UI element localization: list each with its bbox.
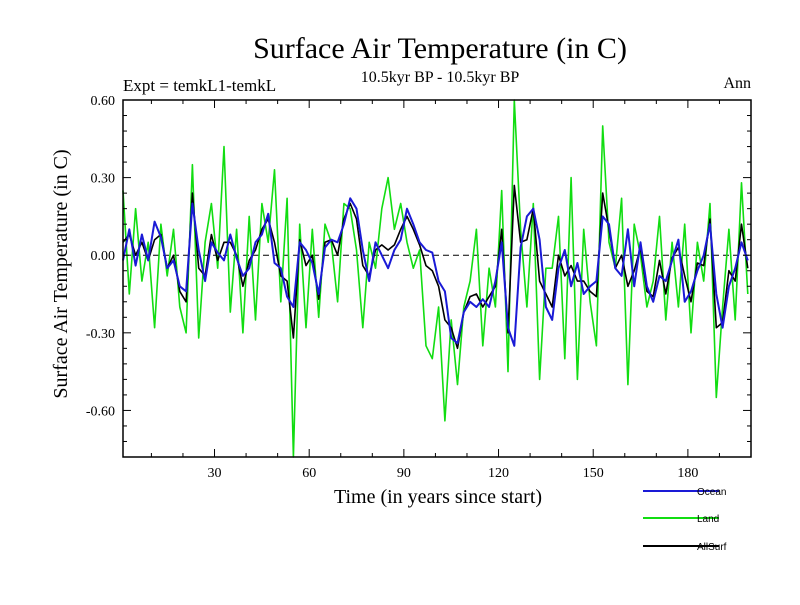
x-axis-ticks: 30 60 90 120 150 180 — [150, 100, 752, 481]
x-tick-label: 120 — [488, 466, 509, 481]
season-label: Ann — [723, 75, 751, 92]
legend-land-label: Land — [697, 514, 719, 525]
y-axis-label: Surface Air Temperature (in C) — [50, 149, 72, 398]
series-land-line — [122, 99, 749, 458]
y-tick-label: -0.60 — [86, 404, 115, 419]
period-subtitle: 10.5kyr BP - 10.5kyr BP — [361, 69, 520, 86]
y-tick-label: -0.30 — [86, 327, 115, 342]
x-axis-label: Time (in years since start) — [334, 486, 542, 508]
x-tick-label: 60 — [302, 466, 316, 481]
plot-frame — [122, 99, 752, 458]
y-tick-label: 0.60 — [91, 94, 116, 109]
series-lines — [122, 99, 749, 458]
x-tick-label: 180 — [677, 466, 698, 481]
y-axis-ticks: -0.60 -0.30 0.00 0.30 0.60 — [86, 94, 751, 458]
y-tick-label: 0.30 — [91, 172, 116, 187]
experiment-label: Expt = temkL1-temkL — [123, 76, 276, 95]
legend-ocean-label: Ocean — [697, 487, 726, 498]
legend-allsurf-label: AllSurf — [697, 542, 727, 553]
series-ocean-line — [122, 197, 749, 347]
x-tick-label: 150 — [583, 466, 604, 481]
x-tick-label: 90 — [397, 466, 411, 481]
legend: Ocean Land AllSurf — [643, 487, 727, 553]
x-tick-label: 30 — [208, 466, 222, 481]
chart-title: Surface Air Temperature (in C) — [253, 32, 627, 65]
y-tick-label: 0.00 — [91, 249, 116, 264]
